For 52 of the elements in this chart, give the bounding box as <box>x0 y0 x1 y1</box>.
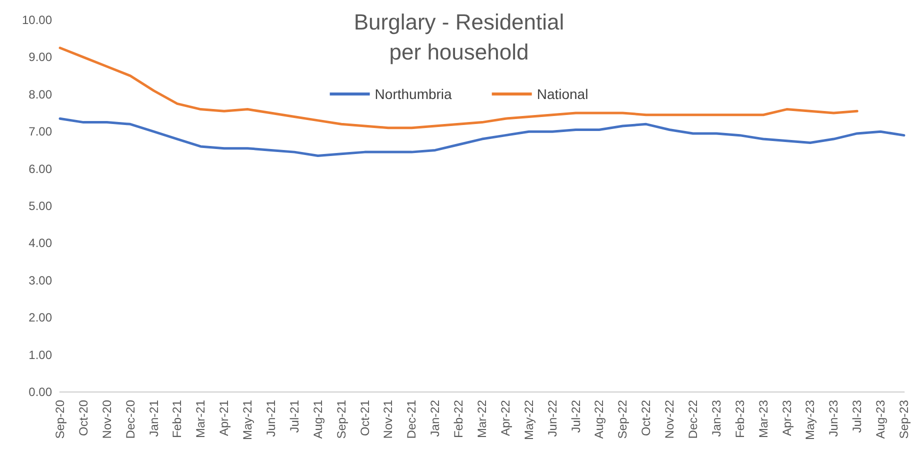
x-tick-label: Dec-21 <box>404 400 419 439</box>
x-tick-label: Mar-23 <box>756 400 770 438</box>
x-tick-label: Apr-23 <box>780 400 794 436</box>
legend-label: National <box>536 86 588 102</box>
x-tick-label: Nov-20 <box>100 400 114 439</box>
x-tick-label: Feb-22 <box>452 400 466 438</box>
x-tick-label: Oct-22 <box>639 400 654 436</box>
x-tick-label: May-21 <box>240 400 255 440</box>
x-tick-label: Feb-21 <box>170 400 184 438</box>
x-tick-label: Jul-22 <box>568 400 583 433</box>
y-tick-label: 6.00 <box>28 162 52 176</box>
x-tick-label: May-23 <box>803 400 818 440</box>
x-tick-label: Aug-23 <box>874 400 888 439</box>
x-tick-label: Jun-23 <box>826 400 841 437</box>
x-tick-label: Aug-22 <box>592 400 606 439</box>
y-tick-label: 7.00 <box>28 124 52 139</box>
x-tick-label: Jun-22 <box>545 400 560 437</box>
x-tick-label: Mar-21 <box>194 400 208 438</box>
y-tick-label: 2.00 <box>28 310 52 325</box>
x-tick-label: Jan-22 <box>428 400 442 437</box>
y-tick-label: 5.00 <box>28 199 52 213</box>
x-tick-label: Sep-21 <box>334 400 348 439</box>
x-tick-label: Sep-20 <box>53 400 67 439</box>
y-tick-label: 8.00 <box>28 87 52 102</box>
x-tick-label: Jan-23 <box>709 400 724 437</box>
y-tick-label: 10.00 <box>22 13 52 27</box>
x-tick-label: Jul-21 <box>287 400 302 433</box>
y-tick-label: 0.00 <box>28 385 52 399</box>
x-tick-label: Apr-21 <box>217 400 232 436</box>
y-tick-label: 3.00 <box>28 273 52 288</box>
x-tick-label: Nov-22 <box>662 400 677 439</box>
legend-label: Northumbria <box>374 86 452 102</box>
x-tick-label: Dec-22 <box>686 400 700 439</box>
x-tick-label: Jan-21 <box>146 400 161 437</box>
x-tick-label: Feb-23 <box>732 400 747 438</box>
x-tick-label: Aug-21 <box>310 400 325 439</box>
x-tick-label: Oct-21 <box>358 400 372 436</box>
chart-title: Burglary - Residential per household <box>354 10 564 64</box>
x-tick-label: Apr-22 <box>498 400 512 436</box>
line-series <box>58 117 906 158</box>
x-tick-label: Jun-21 <box>264 400 278 437</box>
x-tick-label: Sep-22 <box>616 400 630 439</box>
y-tick-label: 4.00 <box>28 236 52 250</box>
x-tick-label: Nov-21 <box>381 400 396 439</box>
x-tick-label: Sep-23 <box>897 400 911 439</box>
x-tick-label: Oct-20 <box>76 400 90 436</box>
x-tick-label: Mar-22 <box>475 400 489 438</box>
y-tick-label: 1.00 <box>28 348 52 362</box>
x-tick-label: Jul-23 <box>850 400 864 433</box>
x-tick-label: Dec-20 <box>123 400 138 439</box>
y-tick-label: 9.00 <box>28 50 52 64</box>
x-tick-label: May-22 <box>522 400 536 440</box>
